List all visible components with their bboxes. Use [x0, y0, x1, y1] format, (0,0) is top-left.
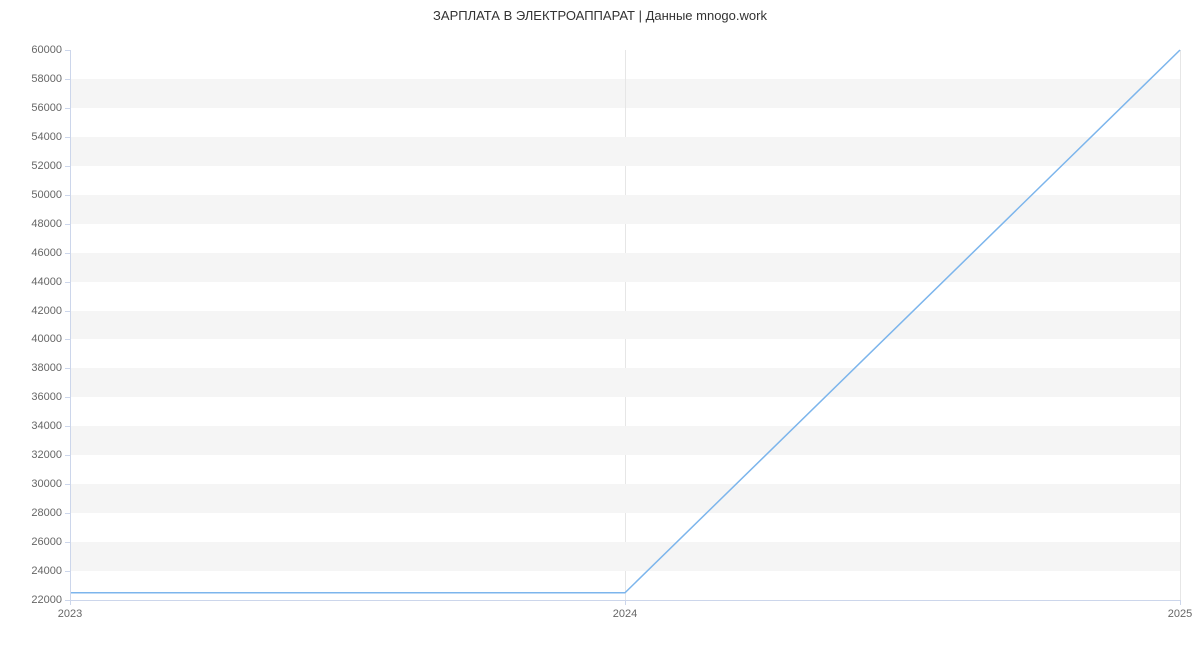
- x-tick-label: 2025: [1168, 608, 1192, 620]
- x-tick-label: 2023: [58, 608, 82, 620]
- x-tick-label: 2024: [613, 608, 637, 620]
- y-tick-label: 48000: [31, 218, 62, 230]
- plot-area: 2200024000260002800030000320003400036000…: [70, 50, 1180, 600]
- y-tick-label: 50000: [31, 189, 62, 201]
- chart-title: ЗАРПЛАТА В ЭЛЕКТРОАППАРАТ | Данные mnogo…: [0, 8, 1200, 23]
- y-axis-line: [70, 50, 71, 600]
- line-layer: [70, 50, 1180, 600]
- x-axis-line: [70, 600, 1180, 601]
- y-tick-label: 26000: [31, 536, 62, 548]
- y-tick-label: 40000: [31, 333, 62, 345]
- y-tick-label: 44000: [31, 276, 62, 288]
- x-tick-mark: [1180, 600, 1181, 605]
- y-tick-label: 30000: [31, 478, 62, 490]
- chart-container: ЗАРПЛАТА В ЭЛЕКТРОАППАРАТ | Данные mnogo…: [0, 0, 1200, 650]
- y-tick-label: 32000: [31, 449, 62, 461]
- y-tick-label: 42000: [31, 305, 62, 317]
- y-tick-label: 22000: [31, 594, 62, 606]
- y-tick-label: 28000: [31, 507, 62, 519]
- y-tick-label: 56000: [31, 102, 62, 114]
- y-tick-label: 24000: [31, 565, 62, 577]
- y-tick-label: 52000: [31, 160, 62, 172]
- y-tick-label: 36000: [31, 391, 62, 403]
- y-tick-label: 60000: [31, 44, 62, 56]
- y-tick-label: 34000: [31, 420, 62, 432]
- y-tick-label: 38000: [31, 362, 62, 374]
- y-tick-label: 54000: [31, 131, 62, 143]
- x-gridline: [1180, 50, 1181, 600]
- y-tick-label: 58000: [31, 73, 62, 85]
- y-tick-label: 46000: [31, 247, 62, 259]
- series-line: [70, 50, 1180, 593]
